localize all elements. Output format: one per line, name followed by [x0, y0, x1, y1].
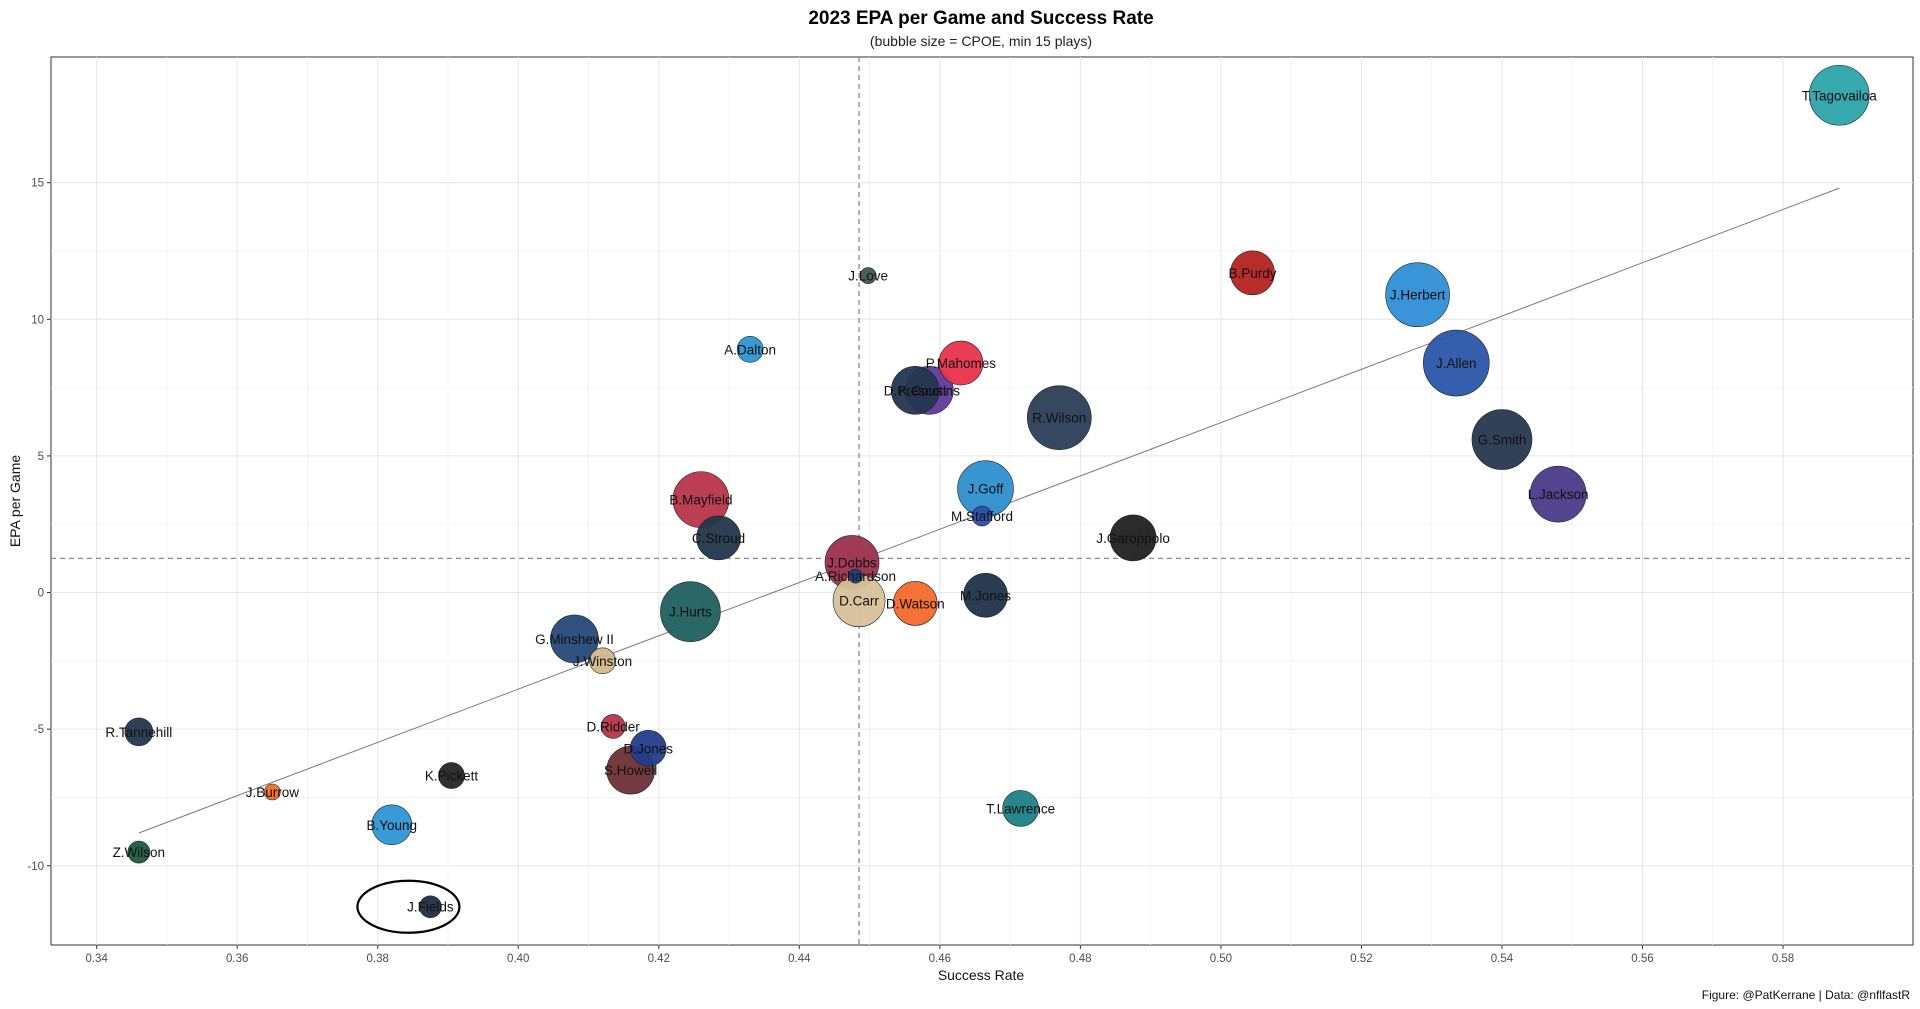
x-tick-label: 0.48: [1069, 953, 1091, 965]
label-t-lawrence: T.Lawrence: [986, 801, 1055, 816]
label-j-burrow: J.Burrow: [246, 785, 300, 800]
label-b-young: B.Young: [366, 818, 417, 833]
point-t-tagovailoa: [1808, 64, 1870, 126]
x-axis-title: Success Rate: [938, 967, 1025, 983]
label-j-fields: J.Fields: [407, 900, 454, 915]
label-d-carr: D.Carr: [839, 594, 879, 609]
point-j-herbert: [1385, 262, 1450, 328]
y-tick-label: 15: [31, 178, 44, 190]
label-z-wilson: Z.Wilson: [113, 845, 166, 860]
point-d-watson: [892, 581, 938, 626]
label-d-prescott: D.Prescott: [884, 383, 947, 398]
label-s-howell: S.Howell: [604, 763, 657, 778]
label-g-smith: G.Smith: [1478, 433, 1527, 448]
label-t-tagovailoa: T.Tagovailoa: [1802, 88, 1878, 103]
label-g-minshew-ii: G.Minshew II: [535, 632, 614, 647]
label-r-wilson: R.Wilson: [1032, 411, 1086, 426]
label-m-jones: M.Jones: [960, 588, 1011, 603]
x-tick-label: 0.46: [929, 953, 951, 965]
reference-lines: [51, 57, 1913, 945]
x-tick-label: 0.44: [788, 953, 811, 965]
x-tick-label: 0.42: [648, 953, 670, 965]
label-d-jones: D.Jones: [623, 741, 673, 756]
label-l-jackson: L.Jackson: [1528, 487, 1589, 502]
point-d-ridder: [600, 714, 626, 739]
label-j-love: J.Love: [848, 269, 888, 284]
point-g-minshew-ii: [550, 614, 599, 664]
label-m-stafford: M.Stafford: [951, 509, 1013, 524]
point-k-pickett: [438, 762, 465, 789]
point-a-dalton: [736, 336, 764, 363]
label-j-dobbs: J.Dobbs: [827, 555, 877, 570]
x-tick-label: 0.58: [1772, 953, 1794, 965]
x-tick-label: 0.40: [507, 953, 529, 965]
x-tick-label: 0.56: [1631, 953, 1653, 965]
y-axis-ticks: -10 -5 0 5 10 15: [27, 178, 51, 873]
y-tick-label: 0: [38, 588, 44, 600]
highlight-ellipse: [356, 879, 461, 934]
x-tick-label: 0.38: [367, 953, 389, 965]
point-j-fields: [419, 895, 442, 919]
label-j-garoppolo: J.Garoppolo: [1096, 531, 1170, 546]
y-tick-label: -5: [34, 724, 44, 736]
chart-title: 2023 EPA per Game and Success Rate: [808, 8, 1154, 29]
point-g-smith: [1471, 409, 1533, 470]
point-c-stroud: [696, 515, 741, 561]
x-tick-label: 0.50: [1210, 953, 1232, 965]
point-z-wilson: [127, 840, 151, 864]
label-d-ridder: D.Ridder: [586, 719, 640, 734]
label-a-richardson: A.Richardson: [815, 569, 896, 584]
label-r-tannehill: R.Tannehill: [105, 725, 172, 740]
point-j-garoppolo: [1109, 514, 1157, 562]
label-b-purdy: B.Purdy: [1229, 266, 1277, 281]
x-tick-label: 0.54: [1491, 953, 1514, 965]
x-tick-label: 0.34: [85, 953, 108, 965]
y-tick-label: 5: [38, 451, 44, 463]
x-tick-label: 0.36: [226, 953, 248, 965]
point-j-burrow: [264, 783, 281, 801]
label-j-allen: J.Allen: [1436, 356, 1477, 371]
label-a-dalton: A.Dalton: [724, 342, 776, 357]
figure-caption: Figure: @PatKerrane | Data: @nflfastR: [1701, 988, 1910, 1002]
label-k-pickett: K.Pickett: [425, 769, 479, 784]
label-k-cousins: K.Cousins: [899, 383, 961, 398]
point-p-mahomes: [938, 340, 984, 386]
highlight-group: [356, 879, 461, 934]
label-b-mayfield: B.Mayfield: [669, 493, 732, 508]
x-tick-label: 0.52: [1350, 953, 1372, 965]
label-j-hurts: J.Hurts: [669, 605, 712, 620]
point-m-stafford: [971, 505, 993, 527]
label-d-watson: D.Watson: [886, 596, 945, 611]
y-tick-label: -10: [27, 861, 44, 873]
x-axis-ticks: 0.34 0.36 0.38 0.40 0.42 0.44 0.46 0.48 0.50 0.52…: [85, 945, 1794, 965]
point-l-jackson: [1529, 465, 1587, 523]
label-j-goff: J.Goff: [968, 482, 1004, 497]
point-b-purdy: [1230, 250, 1275, 296]
point-j-love: [859, 267, 877, 284]
label-j-winston: J.Winston: [573, 654, 632, 669]
point-a-richardson: [848, 568, 863, 584]
y-axis-title: EPA per Game: [7, 455, 23, 548]
point-j-hurts: [660, 581, 721, 642]
y-tick-label: 10: [31, 314, 44, 326]
chart-subtitle: (bubble size = CPOE, min 15 plays): [869, 33, 1093, 49]
point-r-wilson: [1026, 385, 1092, 450]
point-t-lawrence: [1002, 790, 1039, 827]
point-j-allen: [1422, 329, 1490, 397]
label-c-stroud: C.Stroud: [692, 531, 745, 546]
point-d-jones: [629, 729, 667, 767]
point-j-winston: [589, 647, 616, 675]
data-labels: T.Tagovailoa B.Purdy J.Herbert J.Allen G.Smi…: [105, 88, 1877, 914]
data-points: [124, 64, 1870, 919]
label-j-herbert: J.Herbert: [1390, 288, 1446, 303]
point-d-prescott: [890, 366, 940, 415]
point-b-young: [371, 804, 413, 846]
point-r-tannehill: [124, 717, 154, 747]
label-p-mahomes: P.Mahomes: [926, 356, 997, 371]
point-m-jones: [963, 572, 1008, 618]
